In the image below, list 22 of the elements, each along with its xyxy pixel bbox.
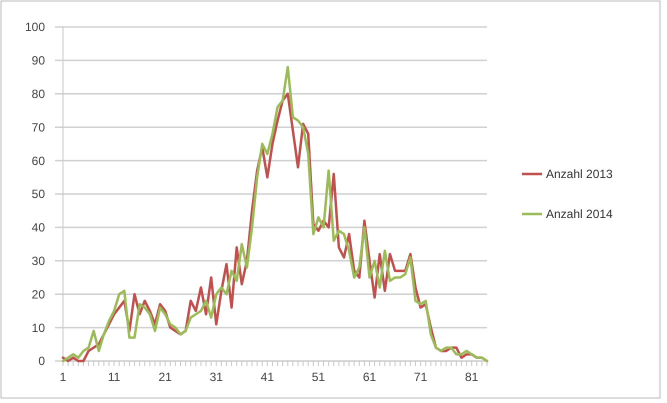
y-tick-label: 20 [32, 287, 46, 302]
x-tick-label: 81 [464, 370, 479, 384]
y-tick-label: 50 [32, 187, 46, 202]
x-tick-label: 31 [210, 370, 224, 384]
x-tick-label: 71 [414, 370, 428, 384]
x-tick-label: 51 [312, 370, 326, 384]
y-tick-label: 80 [32, 87, 46, 101]
y-tick-label: 40 [32, 220, 46, 235]
legend-label: Anzahl 2014 [546, 207, 614, 222]
y-tick-label: 0 [38, 354, 46, 368]
x-tick-label: 11 [108, 370, 121, 384]
x-tick-label: 41 [260, 370, 274, 384]
x-tick-label: 61 [362, 370, 376, 384]
y-tick-label: 90 [32, 54, 46, 68]
y-tick-label: 10 [32, 320, 46, 335]
x-tick-label: 21 [158, 370, 172, 384]
y-tick-label: 70 [32, 120, 46, 134]
y-tick-label: 30 [32, 254, 46, 268]
legend-label: Anzahl 2013 [546, 167, 614, 182]
y-tick-label: 100 [24, 20, 46, 34]
y-tick-label: 60 [32, 154, 46, 168]
x-tick-label: 1 [60, 370, 67, 384]
